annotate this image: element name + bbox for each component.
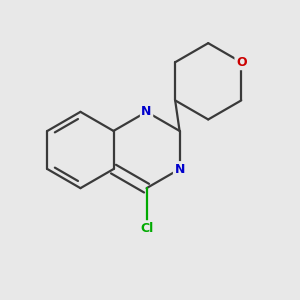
Text: N: N: [141, 105, 152, 118]
Text: O: O: [236, 56, 247, 69]
Text: Cl: Cl: [140, 222, 153, 235]
Text: N: N: [174, 163, 185, 176]
